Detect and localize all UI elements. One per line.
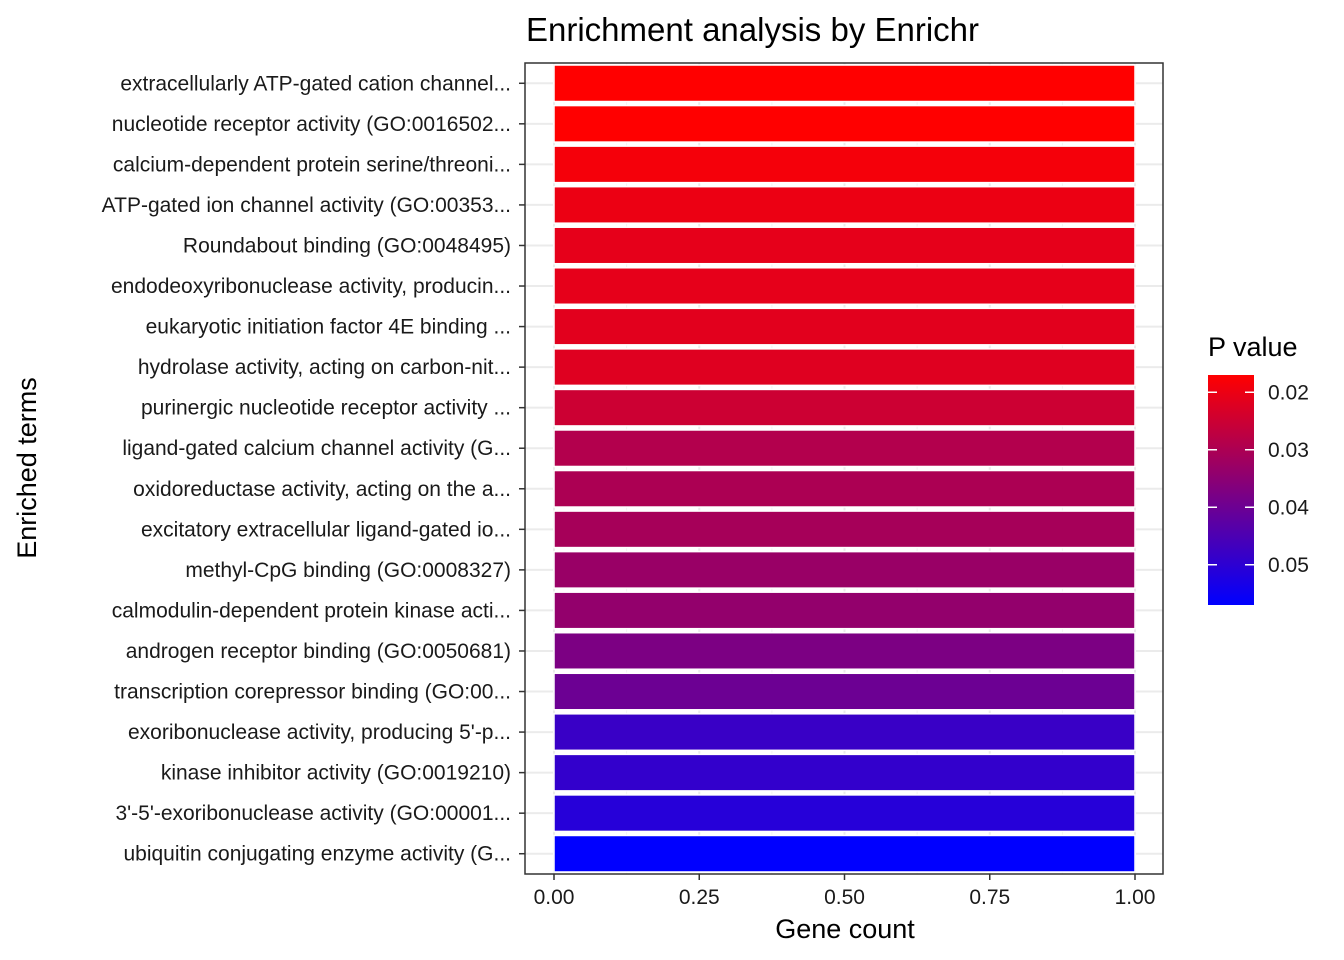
legend-tick-label: 0.03 — [1268, 439, 1309, 462]
y-tick-label: eukaryotic initiation factor 4E binding … — [146, 316, 511, 339]
y-axis: extracellularly ATP-gated cation channel… — [102, 72, 525, 866]
bar — [553, 794, 1136, 833]
legend-colorbar — [1208, 375, 1254, 605]
y-tick-label: excitatory extracellular ligand-gated io… — [141, 518, 511, 541]
legend-tick-label: 0.05 — [1268, 554, 1309, 577]
x-axis-title: Gene count — [775, 914, 915, 944]
y-tick-label: methyl-CpG binding (GO:0008327) — [185, 559, 511, 582]
bar — [553, 469, 1136, 508]
bar — [553, 631, 1136, 670]
bar — [553, 388, 1136, 427]
bar — [553, 672, 1136, 711]
bar — [553, 753, 1136, 792]
bar — [553, 429, 1136, 468]
legend-tick-label: 0.02 — [1268, 381, 1309, 404]
x-tick-label: 0.50 — [824, 886, 865, 909]
y-tick-label: ubiquitin conjugating enzyme activity (G… — [123, 843, 511, 866]
x-tick-label: 0.25 — [679, 886, 720, 909]
x-tick-label: 0.00 — [534, 886, 575, 909]
bar — [553, 591, 1136, 630]
y-tick-label: nucleotide receptor activity (GO:0016502… — [112, 113, 511, 136]
legend-title: P value — [1208, 332, 1298, 362]
y-axis-title: Enriched terms — [12, 377, 42, 559]
y-tick-label: extracellularly ATP-gated cation channel… — [120, 72, 511, 95]
y-tick-label: purinergic nucleotide receptor activity … — [141, 397, 511, 420]
bar — [553, 550, 1136, 589]
bar — [553, 226, 1136, 265]
y-tick-label: transcription corepressor binding (GO:00… — [114, 681, 511, 704]
y-tick-label: oxidoreductase activity, acting on the a… — [133, 478, 511, 501]
y-tick-label: Roundabout binding (GO:0048495) — [183, 234, 511, 257]
bar — [553, 307, 1136, 346]
color-legend: P value 0.02 0.03 0.04 0.05 — [1208, 332, 1309, 605]
x-tick-label: 0.75 — [969, 886, 1010, 909]
y-tick-label: hydrolase activity, acting on carbon-nit… — [138, 356, 511, 379]
y-tick-label: ligand-gated calcium channel activity (G… — [122, 437, 511, 460]
bar — [553, 185, 1136, 224]
y-tick-label: exoribonuclease activity, producing 5'-p… — [128, 721, 511, 744]
bar — [553, 834, 1136, 873]
bar — [553, 713, 1136, 752]
bar — [553, 267, 1136, 306]
bar — [553, 104, 1136, 143]
bar — [553, 64, 1136, 103]
y-tick-label: ATP-gated ion channel activity (GO:00353… — [102, 194, 511, 217]
y-tick-label: androgen receptor binding (GO:0050681) — [126, 640, 511, 663]
bar — [553, 510, 1136, 549]
y-tick-label: calcium-dependent protein serine/threoni… — [113, 153, 511, 176]
plot-area — [524, 62, 1164, 875]
bar — [553, 348, 1136, 387]
x-axis: 0.00 0.25 0.50 0.75 1.00 — [534, 874, 1156, 909]
y-tick-label: calmodulin-dependent protein kinase acti… — [112, 599, 511, 622]
y-tick-label: 3'-5'-exoribonuclease activity (GO:00001… — [115, 802, 511, 825]
chart-title: Enrichment analysis by Enrichr — [526, 11, 979, 48]
bar — [553, 145, 1136, 184]
legend-tick-label: 0.04 — [1268, 496, 1309, 519]
y-tick-label: kinase inhibitor activity (GO:0019210) — [161, 762, 511, 785]
y-tick-label: endodeoxyribonuclease activity, producin… — [111, 275, 511, 298]
x-tick-label: 1.00 — [1115, 886, 1156, 909]
